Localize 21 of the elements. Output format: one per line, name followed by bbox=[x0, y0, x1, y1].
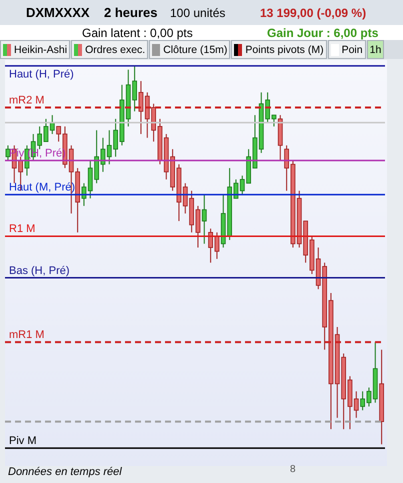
candlestick bbox=[202, 194, 207, 244]
text: DXMXXXX bbox=[26, 5, 91, 20]
text: 13 199,00 (-0,09 %) bbox=[260, 6, 366, 20]
text: Gain Jour : 6,00 pts bbox=[267, 26, 378, 40]
text: Données en temps réel bbox=[8, 466, 122, 478]
ref-line-label: Bas (H, Pré) bbox=[9, 264, 70, 277]
ref-line-label: mR1 M bbox=[9, 329, 44, 342]
text: Points pivots (M) bbox=[231, 40, 327, 59]
text: Poin bbox=[328, 40, 366, 59]
ref-line-label: Piv M bbox=[9, 435, 36, 448]
ref-line-label: mR2 M bbox=[9, 94, 44, 107]
text: Gain latent : 0,00 pts bbox=[82, 26, 194, 40]
text: 1h bbox=[366, 40, 384, 59]
text: 2 heures bbox=[104, 5, 158, 20]
text: 8 bbox=[290, 464, 296, 475]
text: 100 unités bbox=[170, 6, 226, 20]
text: Clôture (15m) bbox=[149, 40, 230, 59]
text: Ordres exec. bbox=[71, 40, 148, 59]
ref-line-label: R1 M bbox=[9, 223, 36, 236]
text: Heikin-Ashi bbox=[0, 40, 70, 59]
ref-line-label: Haut (H, Pré) bbox=[9, 68, 74, 81]
